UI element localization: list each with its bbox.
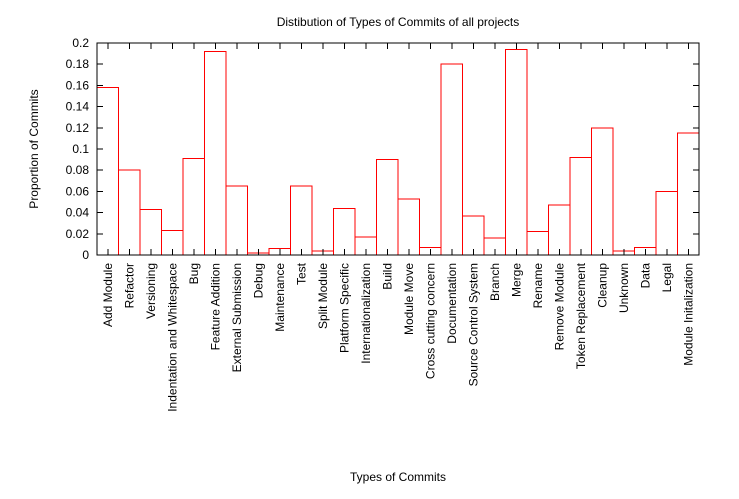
x-tick-label: Cleanup	[595, 263, 609, 308]
x-tick-label: Refactor	[122, 263, 136, 308]
y-tick-label: 0.14	[66, 100, 90, 114]
y-axis-label: Proportion of Commits	[27, 89, 41, 208]
bar	[505, 48, 528, 256]
bar	[376, 159, 399, 256]
x-tick-label: Data	[638, 263, 652, 289]
x-axis: Add Module Refactor Versioning Indentation …	[101, 43, 695, 412]
x-tick-label: Unknown	[617, 263, 631, 313]
bar	[569, 156, 592, 256]
bar	[204, 50, 227, 256]
x-tick-label: Legal	[660, 263, 674, 292]
y-tick-label: 0.18	[66, 57, 90, 71]
x-tick-label: Branch	[488, 263, 502, 301]
x-axis-label: Types of Commits	[350, 470, 446, 484]
x-tick-label: Rename	[531, 263, 545, 309]
y-tick-label: 0.16	[66, 78, 90, 92]
x-tick-label: Internationalization	[359, 263, 373, 364]
bar	[182, 158, 205, 256]
x-tick-label: Split Module	[316, 263, 330, 329]
x-tick-label: Build	[380, 263, 394, 290]
bar	[548, 204, 571, 256]
y-tick-label: 0.04	[66, 206, 90, 220]
x-tick-label: Indentation and Whitespace	[165, 263, 179, 412]
y-tick-label: 0	[82, 248, 89, 262]
bar	[96, 87, 119, 256]
bar	[677, 132, 700, 256]
y-tick-label: 0.02	[66, 227, 90, 241]
y-axis: 0 0.02 0.04 0.06 0.08 0.1 0.12 0.14 0.16 0.18 0.2	[66, 36, 699, 262]
plot-frame	[96, 42, 700, 256]
x-tick-label: Documentation	[445, 263, 459, 344]
x-tick-label: Platform Specific	[337, 263, 351, 353]
bar	[225, 185, 248, 256]
x-tick-label: Source Control System	[466, 263, 480, 386]
y-tick-label: 0.08	[66, 163, 90, 177]
x-tick-label: Maintenance	[273, 263, 287, 332]
bars-group	[96, 48, 700, 256]
x-tick-label: Debug	[251, 263, 265, 298]
x-tick-label: Versioning	[144, 263, 158, 319]
bar	[139, 208, 162, 256]
bar	[655, 190, 678, 256]
x-tick-label: Module Move	[402, 263, 416, 335]
x-tick-label: Test	[294, 262, 308, 285]
x-tick-label: External Submission	[230, 263, 244, 372]
bar	[440, 63, 463, 256]
bar	[397, 198, 420, 256]
x-tick-label: Module Initalization	[681, 263, 695, 366]
bar	[333, 207, 356, 256]
chart-title: Distibution of Types of Commits of all p…	[277, 15, 520, 29]
x-tick-label: Feature Addition	[208, 263, 222, 350]
y-tick-label: 0.1	[72, 142, 89, 156]
x-tick-label: Add Module	[101, 263, 115, 327]
x-tick-label: Merge	[509, 263, 523, 297]
bar	[591, 127, 614, 256]
y-tick-label: 0.2	[72, 36, 89, 50]
x-tick-label: Token Replacement	[574, 262, 588, 369]
bar	[118, 169, 141, 256]
x-tick-label: Cross cutting concern	[423, 263, 437, 379]
y-tick-label: 0.12	[66, 121, 90, 135]
x-tick-label: Remove Module	[552, 263, 566, 351]
bar	[290, 185, 313, 256]
x-tick-label: Bug	[187, 263, 201, 284]
y-tick-label: 0.06	[66, 184, 90, 198]
